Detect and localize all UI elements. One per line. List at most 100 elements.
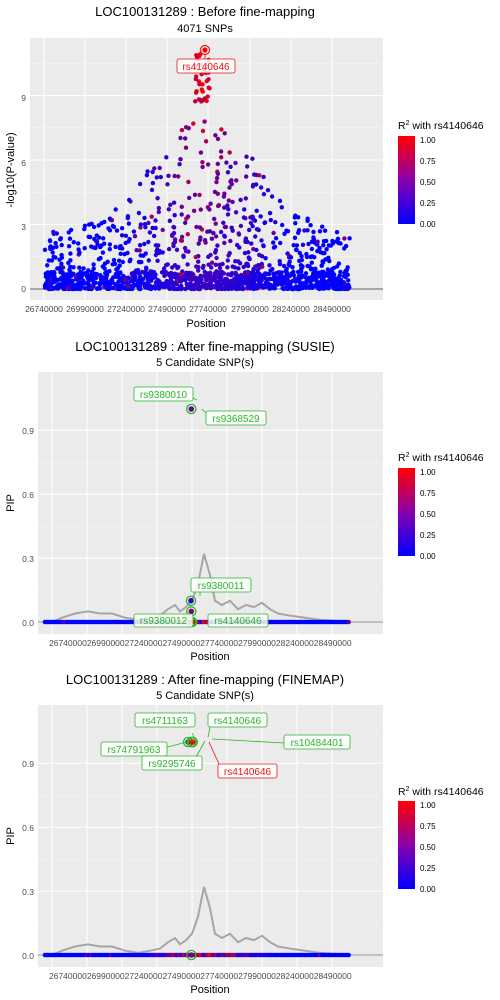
snp-point bbox=[236, 232, 242, 237]
snp-point bbox=[45, 263, 50, 268]
y-axis-label: PIP bbox=[5, 827, 17, 845]
snp-point bbox=[304, 251, 309, 257]
snp-point bbox=[207, 229, 213, 234]
snp-point bbox=[146, 258, 151, 263]
snp-point bbox=[191, 272, 196, 277]
snp-point bbox=[196, 276, 201, 282]
snp-point bbox=[215, 161, 220, 167]
lead-snp-point bbox=[202, 47, 208, 53]
snp-point bbox=[248, 215, 253, 220]
snp-point bbox=[197, 97, 202, 102]
snp-point bbox=[161, 266, 167, 271]
snp-label: rs74791963 bbox=[108, 745, 161, 756]
snp-point bbox=[101, 236, 106, 241]
snp-point bbox=[202, 273, 207, 279]
x-tick-label: 27740000 bbox=[189, 304, 227, 314]
snp-point bbox=[222, 205, 227, 210]
legend-tick: 0.25 bbox=[420, 864, 436, 873]
snp-point bbox=[136, 259, 142, 265]
y-axis-label: -log10(P-value) bbox=[5, 132, 17, 207]
snp-point bbox=[290, 286, 295, 291]
snp-point bbox=[321, 239, 327, 244]
snp-point bbox=[146, 220, 151, 226]
snp-point bbox=[198, 150, 204, 155]
snp-label: rs4140646 bbox=[224, 767, 272, 778]
x-axis-label: Position bbox=[190, 651, 229, 663]
snp-point bbox=[285, 229, 291, 234]
snp-point bbox=[187, 195, 192, 201]
snp-point bbox=[43, 274, 49, 279]
snp-point bbox=[228, 238, 233, 244]
snp-point bbox=[184, 272, 189, 277]
snp-label-box bbox=[134, 712, 196, 728]
snp-point bbox=[93, 275, 99, 281]
snp-point bbox=[198, 207, 203, 212]
snp-point bbox=[100, 250, 106, 255]
snp-point bbox=[183, 220, 188, 225]
snp-point bbox=[197, 82, 202, 87]
snp-point bbox=[253, 234, 258, 239]
snp-point bbox=[233, 210, 239, 215]
snp-point bbox=[299, 265, 304, 271]
snp-point bbox=[57, 284, 62, 290]
snp-point bbox=[246, 250, 251, 255]
snp-point bbox=[179, 286, 184, 292]
y-tick-label: 9 bbox=[21, 93, 26, 103]
snp-point bbox=[47, 238, 53, 244]
snp-point bbox=[271, 230, 276, 236]
snp-point bbox=[114, 228, 120, 233]
legend-tick: 0.75 bbox=[420, 157, 436, 166]
snp-point bbox=[167, 218, 172, 223]
snp-point bbox=[67, 236, 73, 241]
snp-point bbox=[302, 228, 307, 233]
snp-point bbox=[48, 244, 53, 250]
y-tick-label: 0.9 bbox=[22, 759, 34, 769]
snp-point bbox=[153, 225, 158, 231]
snp-point bbox=[55, 266, 60, 271]
pip-density-line bbox=[51, 886, 351, 956]
snp-point bbox=[58, 236, 63, 241]
snp-point bbox=[283, 281, 288, 286]
snp-point bbox=[314, 271, 320, 276]
snp-point bbox=[326, 273, 331, 278]
snp-label-box bbox=[176, 58, 236, 74]
snp-point bbox=[155, 258, 160, 263]
snp-point bbox=[291, 243, 296, 248]
snp-strip bbox=[42, 952, 351, 958]
snp-label-box bbox=[190, 577, 252, 593]
snp-point bbox=[233, 283, 238, 288]
candidate-ring bbox=[187, 736, 198, 748]
snp-point bbox=[228, 179, 233, 184]
snp-label: rs9380010 bbox=[140, 390, 188, 401]
legend-tick: 0.50 bbox=[420, 843, 436, 852]
snp-point bbox=[222, 234, 227, 239]
snp-label: rs9380012 bbox=[140, 616, 188, 627]
snp-point bbox=[244, 154, 249, 159]
snp-point bbox=[91, 281, 96, 287]
snp-point bbox=[258, 275, 263, 281]
snp-point bbox=[166, 284, 171, 289]
snp-point bbox=[81, 271, 86, 276]
snp-point bbox=[256, 283, 262, 288]
snp-point bbox=[343, 274, 348, 280]
snp-label-box bbox=[133, 386, 194, 402]
snp-point bbox=[287, 259, 292, 264]
snp-point bbox=[91, 224, 97, 230]
snp-point bbox=[126, 221, 132, 226]
snp-point bbox=[342, 236, 347, 241]
snp-point bbox=[237, 245, 242, 250]
snp-point bbox=[272, 277, 277, 282]
snp-point bbox=[117, 263, 122, 268]
snp-point bbox=[322, 228, 328, 233]
y-axis-label: PIP bbox=[5, 494, 17, 512]
snp-point bbox=[218, 149, 224, 154]
snp-point bbox=[168, 202, 173, 207]
snp-point bbox=[119, 233, 125, 238]
snp-point bbox=[213, 133, 218, 138]
snp-point bbox=[335, 240, 341, 245]
snp-label-box bbox=[283, 734, 351, 750]
snp-point bbox=[299, 274, 304, 279]
snp-point bbox=[178, 135, 183, 141]
snp-point bbox=[183, 145, 189, 150]
snp-point bbox=[157, 248, 162, 254]
